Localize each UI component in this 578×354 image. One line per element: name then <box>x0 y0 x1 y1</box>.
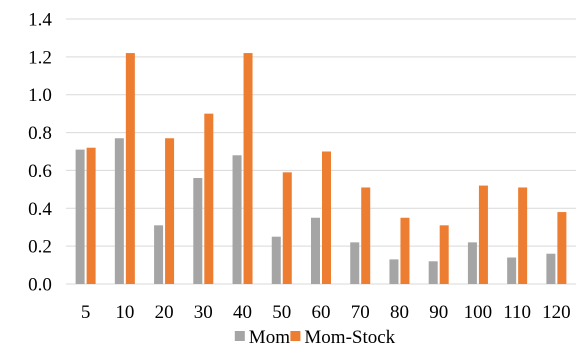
y-tick-label: 1.2 <box>28 47 52 68</box>
x-tick-label: 120 <box>542 302 571 323</box>
bar-mom-stock-20 <box>165 138 175 284</box>
legend: Mom Mom-Stock <box>234 327 396 348</box>
x-tick-label: 20 <box>155 302 174 323</box>
bar-mom-5 <box>75 149 85 284</box>
y-axis-tick-labels: 0.0 0.2 0.4 0.6 0.8 1.0 1.2 1.4 <box>28 10 52 296</box>
x-tick-label: 40 <box>233 302 252 323</box>
y-tick-label: 0.0 <box>28 275 52 296</box>
bar-mom-stock-30 <box>204 113 214 285</box>
bar-mom-stock-10 <box>125 53 135 285</box>
bar-mom-20 <box>154 225 164 284</box>
y-tick-label: 0.8 <box>28 123 52 144</box>
y-tick-label: 1.0 <box>28 85 52 106</box>
bar-mom-120 <box>546 253 556 284</box>
bar-mom-60 <box>311 217 320 284</box>
bars <box>75 53 567 285</box>
x-tick-label: 80 <box>390 302 409 323</box>
bar-mom-80 <box>389 259 399 284</box>
bar-mom-stock-100 <box>478 185 488 284</box>
bar-mom-stock-5 <box>86 147 96 284</box>
legend-swatch <box>290 331 301 341</box>
bar-mom-30 <box>193 178 203 284</box>
x-tick-label: 70 <box>351 302 370 323</box>
bar-mom-stock-90 <box>439 225 449 284</box>
x-tick-label: 5 <box>81 302 91 323</box>
bar-mom-70 <box>350 242 360 284</box>
bar-mom-stock-60 <box>322 151 331 284</box>
legend-label: Mom <box>249 327 290 348</box>
bar-mom-10 <box>114 138 124 284</box>
bar-mom-50 <box>271 236 281 284</box>
legend-label: Mom-Stock <box>304 327 395 348</box>
x-tick-label: 110 <box>503 302 531 323</box>
x-tick-label: 30 <box>194 302 213 323</box>
x-tick-label: 90 <box>429 302 448 323</box>
x-axis-tick-labels: 5 10 20 30 40 50 60 70 80 90 100 110 120 <box>81 302 571 323</box>
legend-item-mom-stock: Mom-Stock <box>290 327 396 348</box>
bar-mom-110 <box>507 257 517 284</box>
bar-mom-100 <box>467 242 477 284</box>
x-tick-label: 100 <box>464 302 493 323</box>
bar-mom-stock-50 <box>282 172 292 284</box>
bar-mom-stock-70 <box>361 187 371 284</box>
bar-mom-stock-80 <box>400 217 410 284</box>
x-tick-label: 60 <box>312 302 331 323</box>
y-tick-label: 1.4 <box>28 10 52 31</box>
bar-mom-40 <box>232 155 242 284</box>
legend-swatch <box>234 331 245 341</box>
bar-mom-stock-40 <box>243 53 253 285</box>
x-tick-label: 50 <box>272 302 291 323</box>
bar-mom-stock-120 <box>557 212 567 284</box>
y-tick-label: 0.6 <box>28 161 52 182</box>
legend-item-mom: Mom <box>234 327 290 348</box>
y-tick-label: 0.4 <box>28 199 52 220</box>
bar-mom-stock-110 <box>518 187 528 284</box>
y-tick-label: 0.2 <box>28 237 52 258</box>
bar-mom-90 <box>428 261 438 284</box>
x-tick-label: 10 <box>115 302 134 323</box>
gridlines <box>66 18 576 285</box>
